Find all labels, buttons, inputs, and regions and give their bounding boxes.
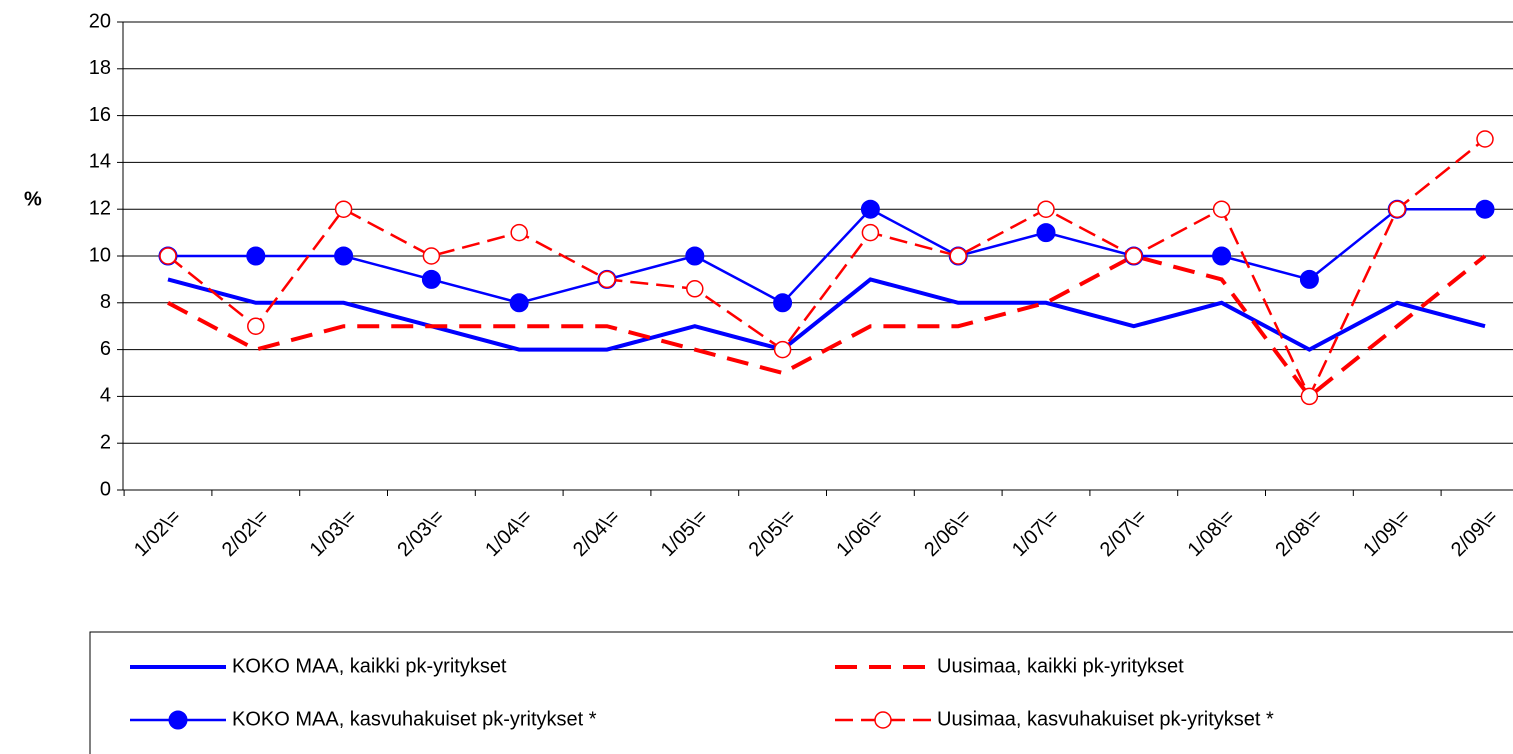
x-tick-label: 1/03\= <box>306 506 361 561</box>
series-line <box>167 277 1486 352</box>
legend-label: Uusimaa, kaikki pk-yritykset <box>937 655 1184 677</box>
data-point <box>949 247 967 265</box>
data-point <box>685 246 705 266</box>
data-point <box>1299 269 1319 289</box>
x-tick-label: 2/06\= <box>920 506 975 561</box>
data-point <box>247 317 265 335</box>
legend-label: Uusimaa, kasvuhakuiset pk-yritykset * <box>937 708 1274 730</box>
x-tick-label: 2/04\= <box>569 506 624 561</box>
data-point <box>1475 199 1495 219</box>
x-tick-label: 2/02\= <box>218 506 273 561</box>
data-point <box>334 200 353 218</box>
data-point <box>1476 130 1494 148</box>
legend-label: KOKO MAA, kaikki pk-yritykset <box>232 655 507 677</box>
x-tick-label: 2/09\= <box>1447 506 1502 561</box>
x-tick-label: 1/05\= <box>657 506 712 561</box>
data-point <box>159 247 177 265</box>
data-point <box>598 270 616 289</box>
data-point <box>1300 387 1319 406</box>
y-tick-label: 12 <box>89 197 111 219</box>
x-tick-label: 2/03\= <box>393 506 448 561</box>
x-tick-label: 1/04\= <box>481 506 536 561</box>
y-tick-label: 4 <box>100 385 111 407</box>
series-line <box>167 138 1486 400</box>
data-point <box>246 246 266 266</box>
data-point <box>773 293 793 313</box>
legend-marker <box>874 711 892 729</box>
data-point <box>334 246 354 266</box>
x-tick-label: 2/05\= <box>745 506 800 561</box>
data-point <box>1036 223 1056 243</box>
data-point <box>1212 200 1231 218</box>
y-tick-label: 0 <box>100 478 111 500</box>
x-tick-label: 1/07\= <box>1008 506 1063 561</box>
x-tick-label: 1/09\= <box>1359 506 1414 561</box>
data-point <box>1037 200 1055 218</box>
legend-box <box>89 631 1513 754</box>
legend-marker <box>168 710 188 730</box>
x-tick-label: 2/08\= <box>1271 506 1326 561</box>
data-point <box>509 293 529 313</box>
data-point <box>510 223 528 242</box>
y-tick-label: 2 <box>100 431 111 453</box>
series-line <box>167 253 1487 400</box>
data-point <box>421 269 441 289</box>
y-tick-label: 14 <box>89 151 111 173</box>
data-point <box>1212 246 1232 266</box>
x-tick-label: 1/02\= <box>130 506 185 561</box>
y-tick-label: 20 <box>89 10 111 32</box>
data-point <box>860 199 880 219</box>
data-point <box>1125 247 1143 265</box>
x-tick-label: 2/07\= <box>1096 506 1151 561</box>
x-tick-label: 1/08\= <box>1184 506 1239 561</box>
x-tick-label: 1/06\= <box>832 506 887 561</box>
data-point <box>422 247 441 265</box>
data-point <box>773 340 792 359</box>
y-tick-label: 18 <box>89 57 111 79</box>
legend-label: KOKO MAA, kasvuhakuiset pk-yritykset * <box>232 708 597 730</box>
y-tick-label: 16 <box>89 104 111 126</box>
data-point <box>686 280 704 298</box>
y-tick-label: 8 <box>100 291 111 313</box>
y-axis-label: % <box>24 188 42 210</box>
data-point <box>861 223 880 242</box>
data-point <box>1388 200 1406 218</box>
y-tick-label: 10 <box>89 244 111 266</box>
y-tick-label: 6 <box>100 338 111 360</box>
series-line <box>168 207 1485 305</box>
